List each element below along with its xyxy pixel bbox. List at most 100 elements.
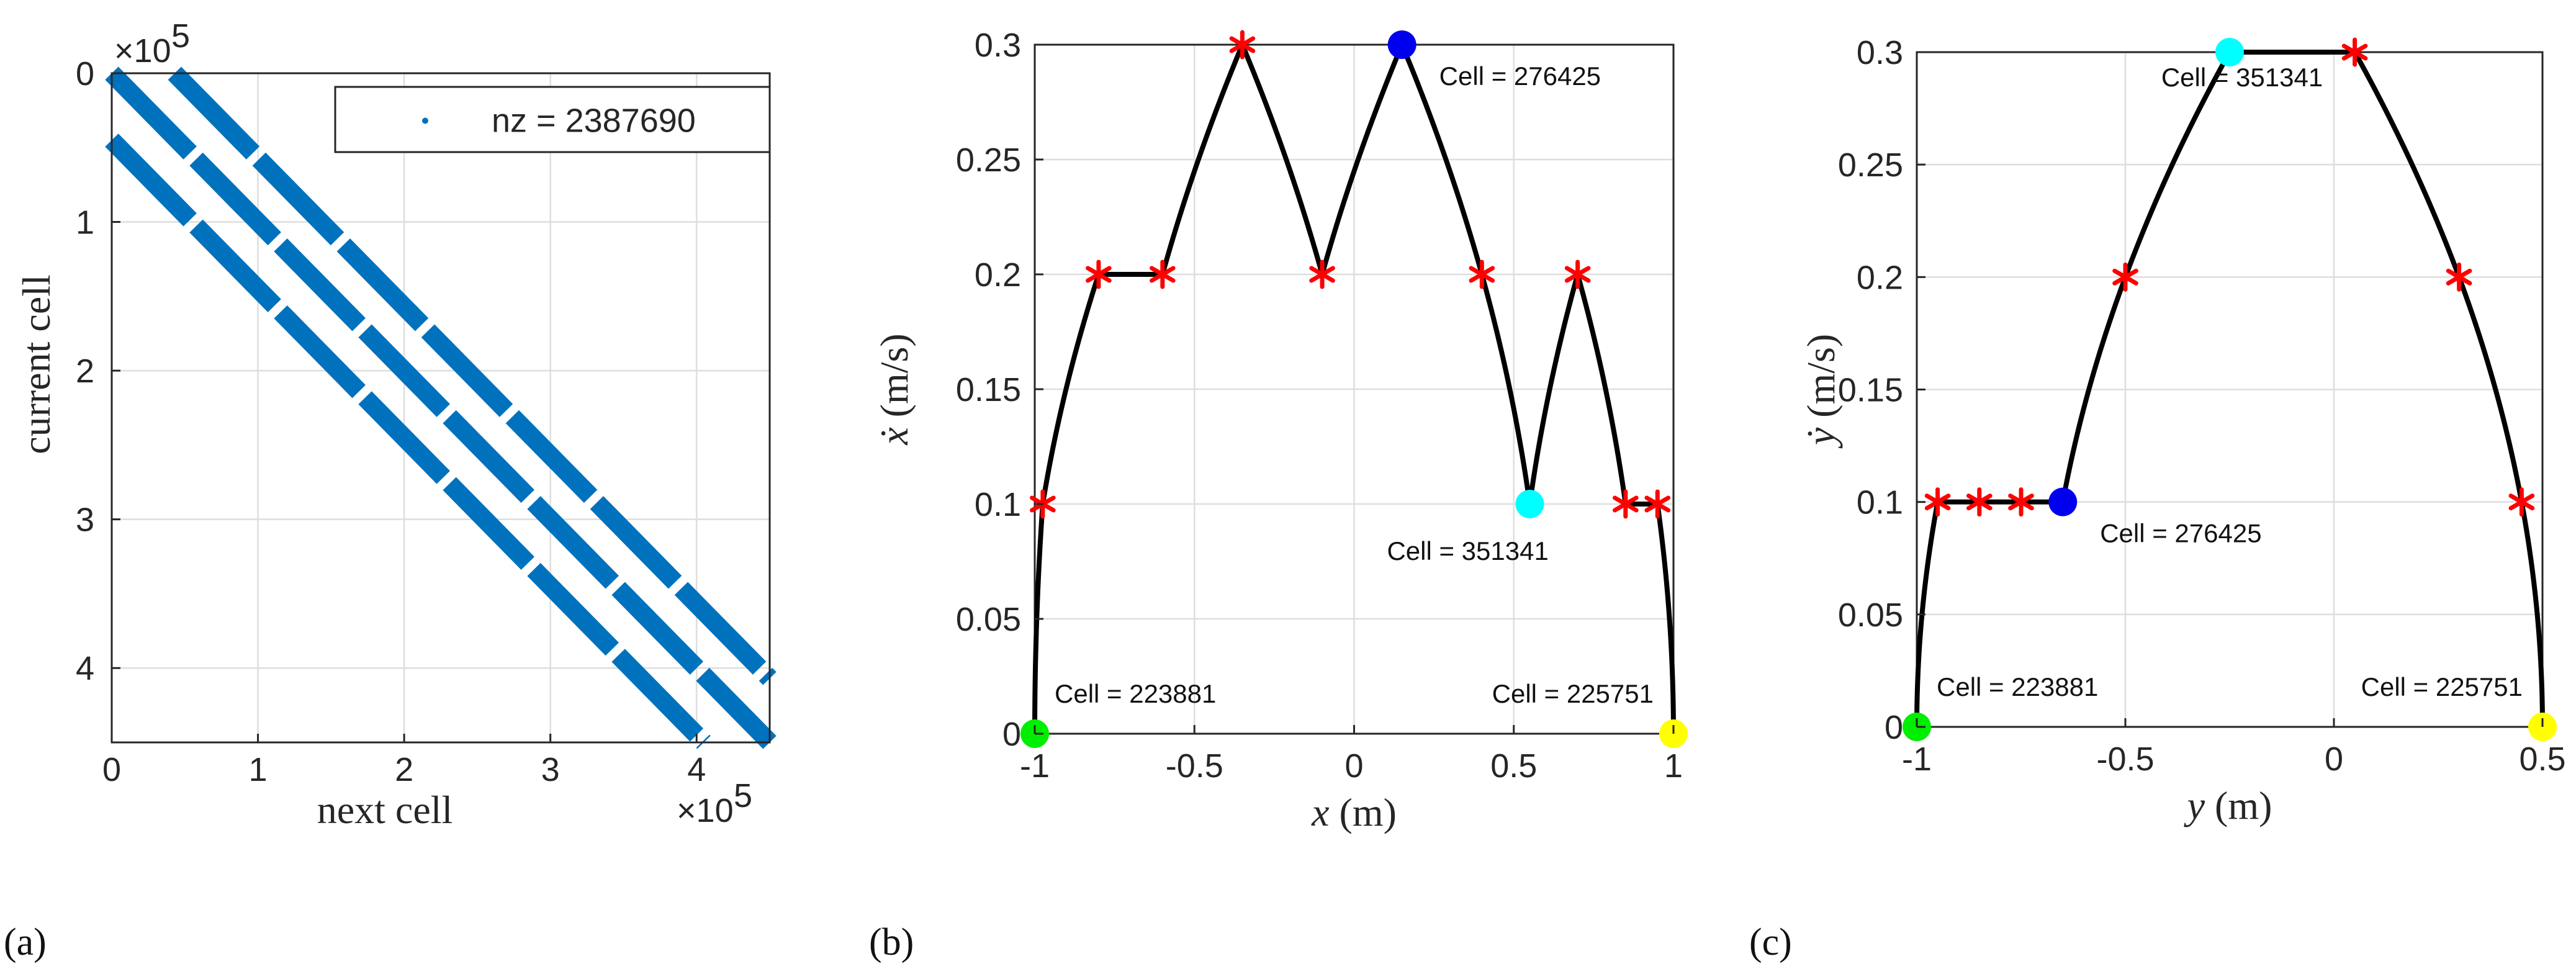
x-axis-unit: (m)	[2205, 783, 2272, 827]
asterisk-stroke	[1613, 495, 1639, 513]
legend-box	[334, 86, 771, 153]
y-axis-title: ẋ (m/s)	[872, 333, 916, 446]
y-tick-label: 4	[76, 650, 94, 687]
y-tick-label: 0.2	[1857, 259, 1903, 296]
y-axis-title: ẏ (m/s)	[1799, 334, 1843, 449]
x-tick-label: 0	[2325, 741, 2343, 778]
x-tick-label: -1	[1902, 741, 1932, 778]
asterisk-stroke	[2112, 268, 2138, 286]
asterisk-stroke	[2508, 493, 2535, 511]
x-tick-label: -0.5	[2096, 741, 2154, 778]
y-tick-label: 0.05	[956, 601, 1021, 638]
x-tick-label: 0	[1344, 747, 1363, 785]
panel-label-c: (c)	[1749, 921, 1792, 963]
sparsity-band	[105, 133, 711, 749]
x-tick-label: 0.5	[1490, 747, 1537, 785]
cell-label: Cell = 276425	[2100, 519, 2261, 548]
y-tick-label: 0.3	[1857, 34, 1903, 71]
x-tick-label: 0.5	[2519, 741, 2565, 778]
asterisk-stroke	[1469, 266, 1495, 283]
x-tick-label: 3	[541, 751, 560, 788]
y-axis-unit: (m/s)	[1799, 334, 1843, 428]
x-tick-label: -0.5	[1166, 747, 1223, 785]
asterisk-stroke	[1966, 493, 1993, 511]
y-tick-label: 0.2	[975, 256, 1021, 294]
x-axis-title: x (m)	[1311, 790, 1397, 834]
asterisk-stroke	[1564, 266, 1591, 283]
x-tick-label: 2	[395, 751, 413, 788]
panel-label-b: (b)	[869, 921, 914, 963]
cell-label: Cell = 351341	[1387, 536, 1548, 565]
x-exponent-label: ×10	[677, 792, 734, 829]
cell-label: Cell = 223881	[1055, 679, 1216, 708]
sparsity-band	[105, 66, 777, 749]
axes-box	[110, 72, 771, 744]
cell-label: Cell = 276425	[1439, 61, 1601, 91]
switch-point-asterisk	[2112, 262, 2138, 292]
x-axis-symbol: y	[2184, 783, 2205, 827]
cell-label: Cell = 225751	[1492, 679, 1654, 708]
asterisk-stroke	[1149, 266, 1176, 283]
y-axis-title: current cell	[14, 274, 58, 454]
y-tick-label: 0.25	[1838, 146, 1903, 184]
y-axis-unit: (m/s)	[872, 333, 916, 427]
y-axis-symbol: ẋ	[872, 427, 916, 446]
y-tick-label: 0.05	[1838, 597, 1903, 634]
cell-marker	[1387, 30, 1416, 59]
legend-label: nz = 2387690	[492, 102, 696, 140]
x-tick-label: 1	[249, 751, 268, 788]
x-exponent-power: 5	[734, 777, 752, 814]
y-tick-label: 0.25	[956, 142, 1021, 179]
switch-point-asterisk	[1924, 487, 1951, 517]
switch-point-asterisk	[1644, 489, 1671, 519]
y-tick-label: 0	[1885, 709, 1903, 746]
sparsity-band	[168, 66, 777, 685]
asterisk-stroke	[1086, 266, 1112, 283]
asterisk-stroke	[2446, 268, 2472, 286]
y-exponent-power: 5	[171, 17, 190, 55]
y-tick-label: 0.15	[1838, 372, 1903, 409]
y-tick-label: 0	[76, 55, 94, 92]
switch-point-asterisk	[2008, 487, 2034, 517]
switch-point-asterisk	[2341, 37, 2368, 67]
switch-point-asterisk	[2508, 487, 2535, 517]
panel-c-y-phase-plot: Cell = 223881 Cell = 225751 Cell = 276425 C…	[1799, 34, 2566, 827]
cell-label: Cell = 223881	[1937, 672, 2098, 701]
x-tick-label: 4	[687, 751, 706, 788]
panel-b-x-phase-plot: Cell = 223881 Cell = 225751 Cell = 276425 C…	[872, 27, 1688, 834]
x-tick-label: -1	[1020, 747, 1050, 785]
asterisk-stroke	[1309, 266, 1335, 283]
switch-point-asterisk	[1309, 259, 1335, 289]
panel-label-a: (a)	[4, 921, 47, 963]
switch-point-asterisk	[2446, 262, 2472, 292]
x-tick-label: 1	[1664, 747, 1683, 785]
switch-point-asterisk	[1086, 259, 1112, 289]
y-tick-label: 0.3	[975, 27, 1021, 64]
x-axis-symbol: x	[1311, 790, 1329, 834]
y-tick-label: 0.15	[956, 371, 1021, 408]
y-exponent-label: ×10	[114, 32, 171, 70]
cell-marker	[2215, 38, 2244, 66]
cell-marker	[1515, 490, 1544, 518]
y-tick-label: 2	[76, 353, 94, 390]
asterisk-stroke	[1924, 493, 1951, 511]
x-tick-label: 0	[102, 751, 121, 788]
asterisk-stroke	[1229, 36, 1256, 53]
y-axis-symbol: ẏ	[1799, 427, 1843, 449]
x-axis-title: y (m)	[2184, 783, 2272, 827]
legend-marker	[422, 117, 428, 124]
asterisk-stroke	[2341, 43, 2368, 61]
cell-marker	[2048, 487, 2078, 516]
switch-point-asterisk	[1564, 259, 1591, 289]
asterisk-stroke	[1644, 495, 1671, 513]
cell-label: Cell = 351341	[2161, 63, 2323, 92]
y-tick-label: 1	[76, 204, 94, 241]
switch-point-asterisk	[1149, 259, 1176, 289]
asterisk-stroke	[2008, 493, 2034, 511]
cell-label: Cell = 225751	[2361, 672, 2523, 701]
switch-point-asterisk	[1469, 259, 1495, 289]
y-tick-label: 0	[1002, 716, 1021, 753]
y-tick-label: 0.1	[1857, 484, 1903, 521]
